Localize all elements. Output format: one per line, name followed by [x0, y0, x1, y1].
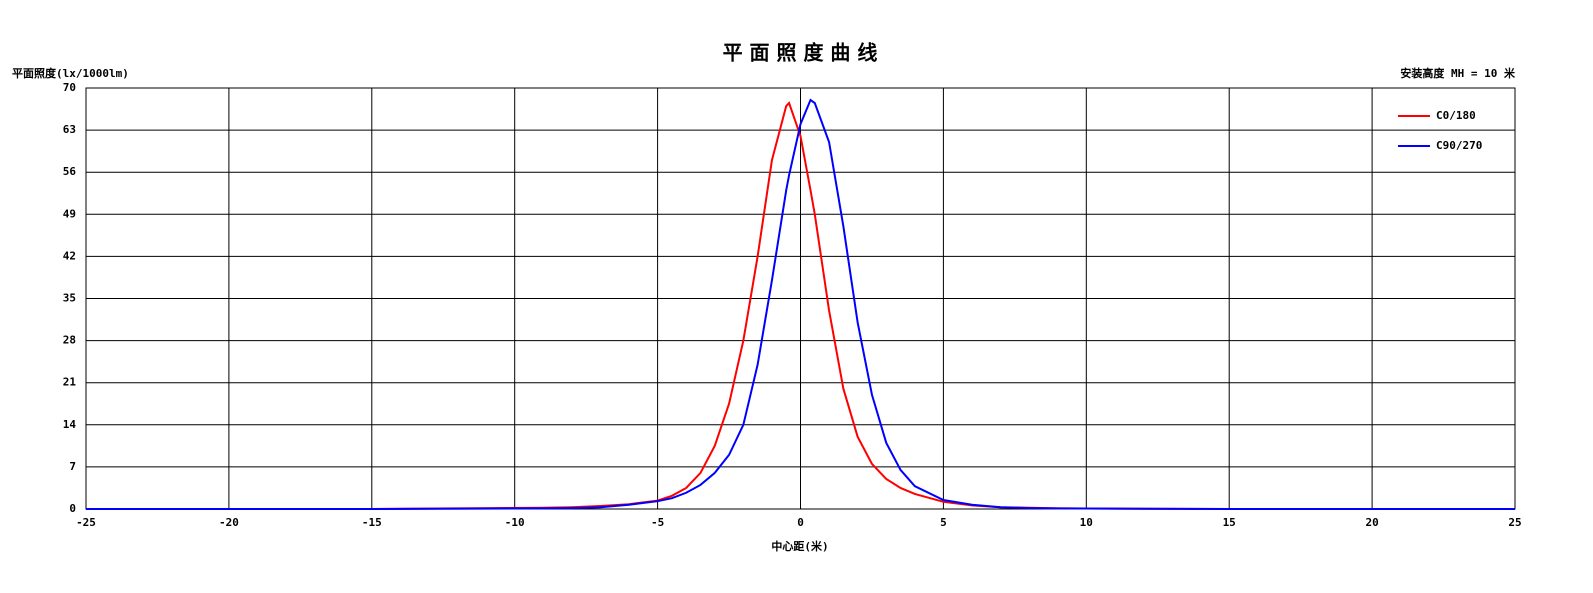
y-tick-label: 0 [69, 502, 76, 515]
x-tick-label: 25 [1508, 516, 1521, 529]
y-tick-label: 56 [63, 165, 77, 178]
y-tick-label: 70 [63, 81, 76, 94]
annotation: 安装高度 MH = 10 米 [1400, 66, 1516, 80]
chart-title: 平 面 照 度 曲 线 [723, 41, 878, 65]
y-axis-label: 平面照度(lx/1000lm) [12, 66, 129, 80]
y-tick-label: 7 [69, 460, 76, 473]
x-tick-label: -10 [505, 516, 525, 529]
y-tick-label: 63 [63, 123, 76, 136]
line-series [86, 98, 1515, 510]
y-tick-label: 14 [63, 418, 77, 431]
y-tick-label: 49 [63, 207, 76, 220]
x-tick-label: -5 [651, 516, 664, 529]
x-tick-label: 15 [1223, 516, 1236, 529]
x-tick-label: -20 [219, 516, 239, 529]
legend-label: C90/270 [1436, 139, 1482, 152]
x-tick-label: 10 [1080, 516, 1093, 529]
x-tick-label: 20 [1365, 516, 1378, 529]
x-tick-label: -25 [76, 516, 96, 529]
legend-label: C0/180 [1436, 109, 1476, 122]
x-tick-label: 0 [797, 516, 804, 529]
x-tick-label: -15 [362, 516, 382, 529]
y-tick-label: 42 [63, 249, 76, 262]
plot-frame [85, 87, 1516, 510]
y-tick-label: 28 [63, 334, 76, 347]
x-tick-label: 5 [940, 516, 947, 529]
x-axis-label: 中心距(米) [771, 539, 828, 553]
y-tick-label: 35 [63, 292, 76, 305]
y-tick-label: 21 [63, 376, 77, 389]
